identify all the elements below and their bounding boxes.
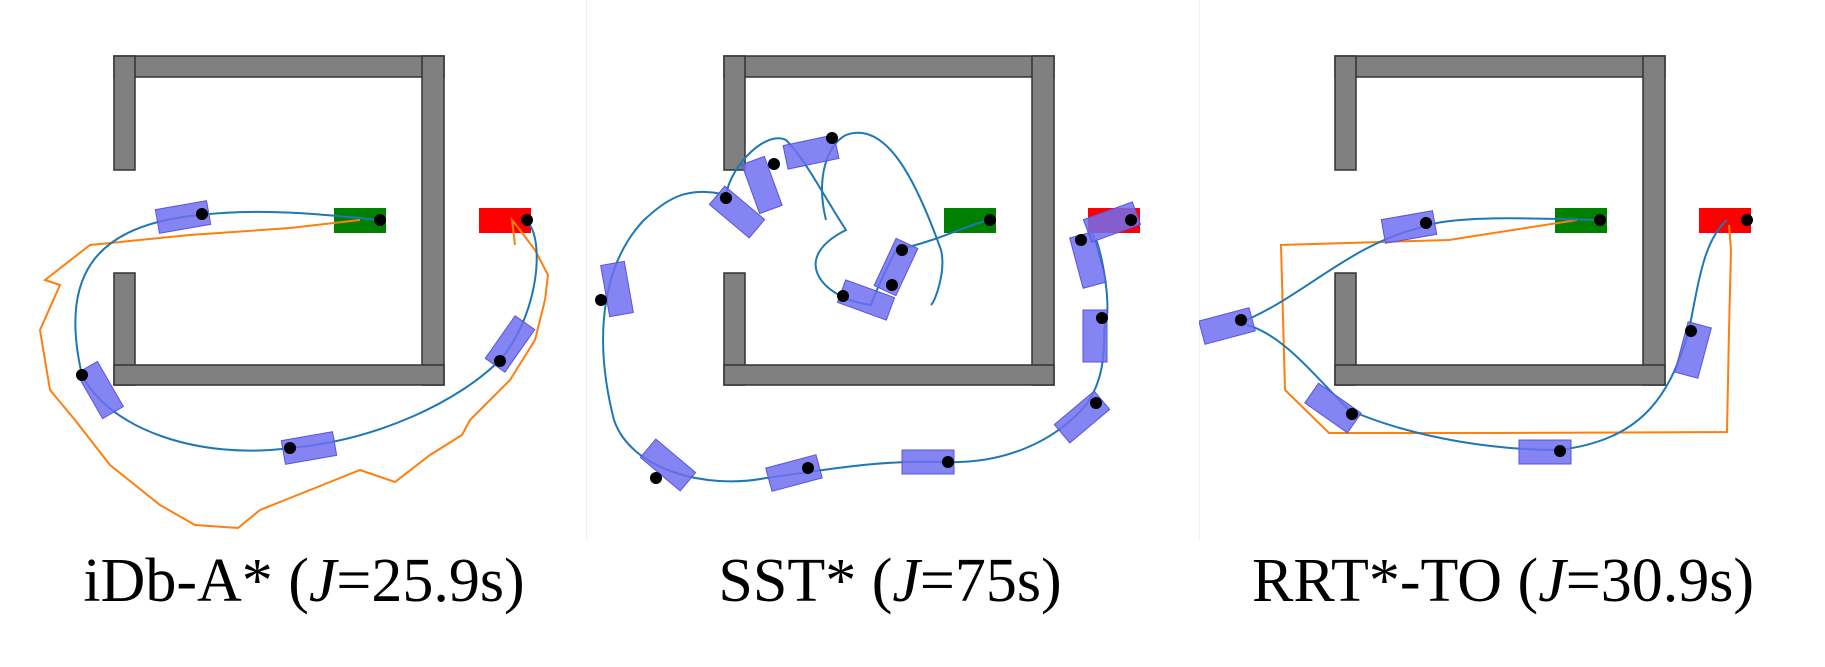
walls — [723, 55, 1055, 386]
plot-rrt-star-to — [1199, 55, 1753, 465]
wall-top — [1334, 55, 1666, 78]
walls — [1334, 55, 1666, 386]
wall-left-upper — [723, 55, 746, 171]
caption-sst-star: SST* (J=75s) — [718, 547, 1062, 615]
plot-sst-star — [595, 55, 1142, 492]
wall-right — [421, 55, 445, 386]
cost-value: =75s — [919, 547, 1041, 615]
method-label: RRT*-TO — [1252, 547, 1503, 615]
pose-markers — [1235, 214, 1753, 457]
caption-rrt-star-to: RRT*-TO (J=30.9s) — [1252, 547, 1754, 615]
wall-right — [1031, 55, 1055, 386]
method-label: iDb-A* — [83, 547, 273, 615]
cost-value: =25.9s — [336, 547, 505, 615]
wall-bottom — [1334, 364, 1666, 386]
pose-markers — [595, 132, 1137, 484]
robot-poses — [1199, 210, 1712, 465]
walls — [113, 55, 445, 386]
cost-symbol: J — [308, 547, 337, 615]
method-label: SST* — [718, 547, 857, 615]
cost-symbol: J — [1538, 547, 1566, 615]
robot-path-branch — [821, 131, 944, 306]
panel-rrt-star-to: RRT*-TO (J=30.9s) — [1199, 0, 1807, 667]
search-path — [1279, 219, 1733, 434]
wall-left-upper — [113, 55, 136, 171]
caption-idb-astar: iDb-A* (J=25.9s) — [83, 547, 525, 615]
wall-right — [1642, 55, 1666, 386]
plot-idb-astar — [38, 55, 550, 530]
robot-poses — [600, 134, 1142, 492]
wall-bottom — [113, 364, 445, 386]
panel-sst-star: SST* (J=75s) — [586, 0, 1194, 667]
wall-top — [723, 55, 1055, 78]
search-path — [38, 216, 550, 530]
panel-divider — [1199, 0, 1200, 540]
panel-idb-astar: iDb-A* (J=25.9s) — [0, 0, 608, 667]
cost-symbol: J — [892, 547, 920, 615]
pose-markers — [76, 208, 533, 454]
robot-path — [74, 210, 538, 452]
wall-top — [113, 55, 445, 78]
wall-bottom — [723, 364, 1055, 386]
wall-left-upper — [1334, 55, 1357, 171]
panel-divider — [586, 0, 587, 540]
cost-value: =30.9s — [1565, 547, 1734, 615]
